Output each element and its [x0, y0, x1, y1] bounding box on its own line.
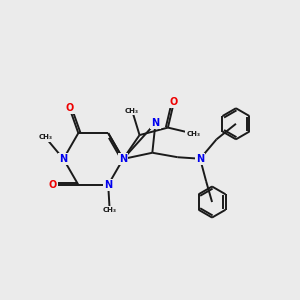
Text: O: O — [170, 97, 178, 107]
Text: O: O — [65, 103, 74, 113]
Text: O: O — [49, 180, 57, 190]
Text: N: N — [59, 154, 68, 164]
Text: CH₃: CH₃ — [38, 134, 52, 140]
Text: N: N — [152, 118, 160, 128]
Text: N: N — [196, 154, 204, 164]
Text: CH₃: CH₃ — [103, 207, 117, 213]
Text: CH₃: CH₃ — [125, 108, 139, 114]
Text: N: N — [104, 180, 112, 190]
Text: N: N — [119, 154, 127, 164]
Text: CH₃: CH₃ — [186, 130, 200, 136]
